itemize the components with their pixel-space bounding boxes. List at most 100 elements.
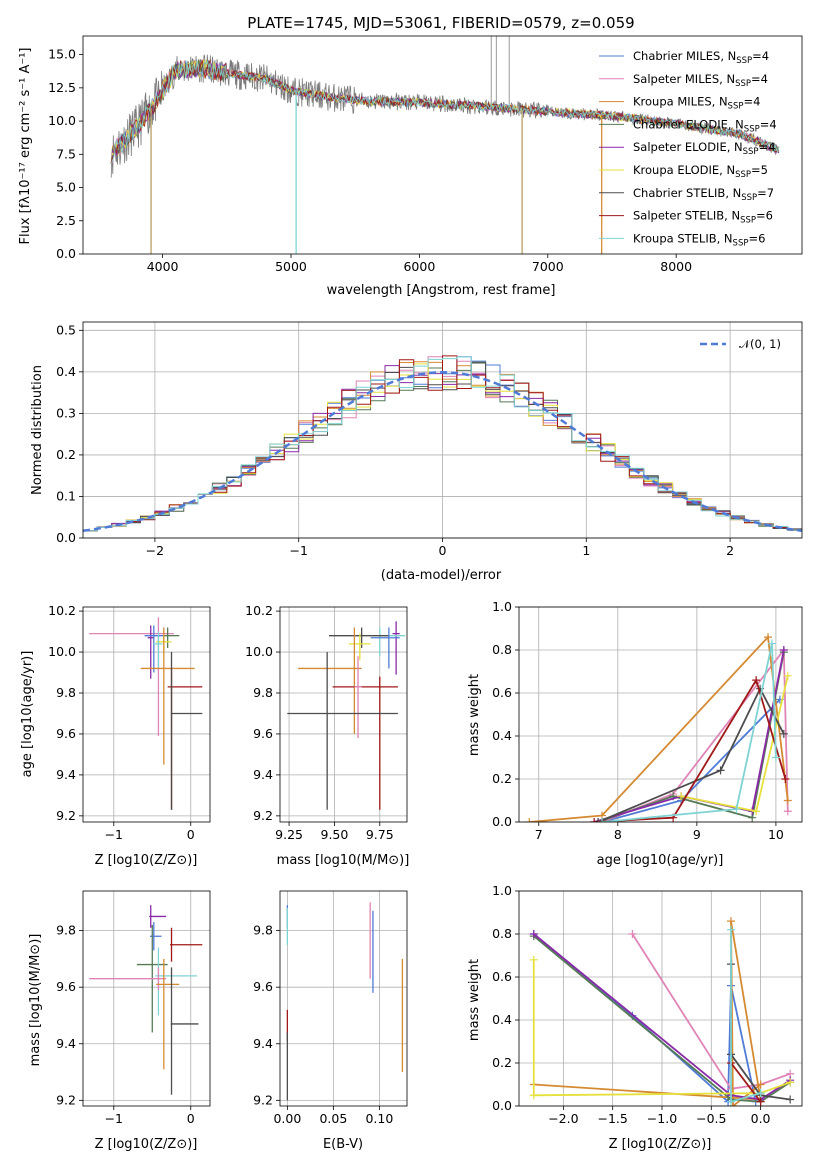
massebv-ytick-label: 9.8 xyxy=(253,923,273,938)
massz-points xyxy=(89,905,203,1095)
agez-xtick-label: −1 xyxy=(105,827,123,842)
wage-marker-5 xyxy=(752,807,761,816)
spectrum-ytick-label: 0.0 xyxy=(56,246,76,261)
weight-vs-z-panel: −2.0 −1.5 −1.0 −0.5 0.0 0.0 0.2 0.4 0.6 0.8 1.0 Z … xyxy=(467,883,803,1152)
age-vs-z-ylabel: age [log10(age/yr)] xyxy=(20,651,35,778)
wz-line-2 xyxy=(533,920,762,1106)
legend-sub: SSP xyxy=(740,216,756,226)
legend-name: Chabrier MILES, N xyxy=(633,49,736,63)
wage-frame xyxy=(518,606,803,823)
agem-frame xyxy=(279,606,408,823)
weight-vs-age-xlabel: age [log10(age/yr)] xyxy=(597,853,724,868)
normal-curve xyxy=(83,371,802,532)
wage-xtick-label: 7 xyxy=(535,827,543,842)
residuals-xtick-label: 0 xyxy=(439,543,447,558)
wage-marker-8 xyxy=(767,639,776,648)
legend-tail: =4 xyxy=(759,140,776,154)
agez-ytick-label: 10.2 xyxy=(48,603,76,618)
residuals-xtick-label: 2 xyxy=(726,543,734,558)
residuals-xtick-label: −2 xyxy=(146,543,164,558)
legend-label-7: Salpeter STELIB, NSSP=6 xyxy=(633,209,773,226)
wz-marker-5 xyxy=(786,1078,795,1087)
wage-ytick-label: 0.8 xyxy=(492,642,512,657)
residuals-ytick-label: 0.2 xyxy=(56,447,76,462)
massebv-xtick-label: 0.00 xyxy=(273,1111,301,1126)
legend-name: Salpeter MILES, N xyxy=(633,72,735,86)
wage-line-8 xyxy=(601,643,777,822)
spectrum-xtick-label: 8000 xyxy=(660,259,692,274)
legend-name: Chabrier ELODIE, N xyxy=(633,117,744,131)
wz-marker-2 xyxy=(728,1102,737,1106)
legend-label-5: Kroupa ELODIE, NSSP=5 xyxy=(633,163,768,180)
agem-ytick-label: 9.6 xyxy=(253,726,273,741)
wz-ytick-label: 0.0 xyxy=(492,1098,512,1113)
agez-ytick-label: 9.2 xyxy=(56,808,76,823)
legend-name: Kroupa STELIB, N xyxy=(633,231,733,245)
massebv-ytick-label: 9.6 xyxy=(253,979,273,994)
legend-sub: SSP xyxy=(736,56,752,66)
residuals-ylabel: Normed distribution xyxy=(30,365,45,495)
wage-marker-7 xyxy=(590,818,599,822)
spectrum-xlabel: wavelength [Angstrom, rest frame] xyxy=(327,283,556,298)
legend-name: Salpeter STELIB, N xyxy=(633,209,740,223)
agem-xtick-label: 9.50 xyxy=(321,827,349,842)
wage-ytick-label: 0.0 xyxy=(492,814,512,829)
agem-ytick-label: 9.8 xyxy=(253,685,273,700)
wz-ytick-label: 0.2 xyxy=(492,1055,512,1070)
legend-normal-label: 𝒩(0, 1) xyxy=(739,337,781,351)
spectrum-xtick-label: 7000 xyxy=(532,259,564,274)
spectrum-title: PLATE=1745, MJD=53061, FIBERID=0579, z=0… xyxy=(247,14,634,32)
spectrum-ytick-label: 5.0 xyxy=(56,180,76,195)
residuals-xtick-label: −1 xyxy=(289,543,307,558)
legend-sub: SSP xyxy=(741,193,757,203)
spectrum-ytick-label: 10.0 xyxy=(48,113,76,128)
legend-tail: =7 xyxy=(757,186,774,200)
agez-points xyxy=(89,617,203,810)
data-spectrum xyxy=(110,54,780,178)
wage-marker-7 xyxy=(781,775,790,783)
legend-label-6: Chabrier STELIB, NSSP=7 xyxy=(633,186,774,203)
massz-ytick-label: 9.4 xyxy=(56,1036,76,1051)
legend-tail: =4 xyxy=(751,72,768,86)
massz-ytick-label: 9.2 xyxy=(56,1092,76,1107)
wage-ytick-label: 0.2 xyxy=(492,771,512,786)
agez-xtick-label: 0 xyxy=(187,827,195,842)
massz-ytick-label: 9.6 xyxy=(56,979,76,994)
wage-marker-2 xyxy=(764,633,773,642)
residuals-ytick-label: 0.1 xyxy=(56,488,76,503)
wage-marker-2 xyxy=(783,796,792,805)
wz-ytick-label: 1.0 xyxy=(492,883,512,898)
spectrum-panel: PLATE=1745, MJD=53061, FIBERID=0579, z=0… xyxy=(18,14,803,298)
residual-histogram-8 xyxy=(83,356,802,532)
wage-xtick-label: 8 xyxy=(614,827,622,842)
agem-points xyxy=(287,621,406,810)
wz-marker-4 xyxy=(529,930,538,938)
residuals-xtick-label: 1 xyxy=(582,543,590,558)
residuals-legend: 𝒩(0, 1) xyxy=(700,337,781,351)
spectrum-ytick-label: 7.5 xyxy=(56,146,76,161)
wz-ytick-label: 0.4 xyxy=(492,1012,512,1027)
wage-marker-8 xyxy=(732,805,741,814)
agez-frame xyxy=(82,606,211,823)
wz-xtick-label: 0.0 xyxy=(751,1111,771,1126)
legend-label-3: Chabrier ELODIE, NSSP=4 xyxy=(633,117,777,134)
legend-label-4: Salpeter ELODIE, NSSP=4 xyxy=(633,140,776,157)
residuals-ytick-label: 0.4 xyxy=(56,364,76,379)
wage-marker-6 xyxy=(594,818,603,822)
legend-sub: SSP xyxy=(733,238,749,248)
wage-series xyxy=(525,633,792,822)
massebv-xtick-label: 0.10 xyxy=(365,1111,393,1126)
wage-marker-4 xyxy=(779,646,788,654)
agem-xtick-label: 9.75 xyxy=(366,827,394,842)
mass-vs-ebv-panel: 0.00 0.05 0.10 9.2 9.4 9.6 9.8 E(B-V) xyxy=(253,890,408,1152)
residuals-panel: −2 −1 0 1 2 0.0 0.1 0.2 0.3 0.4 0.5 (data-model)/e… xyxy=(30,321,803,583)
age-vs-z-xlabel: Z [log10(Z/Z⊙)] xyxy=(95,853,198,868)
spectrum-ytick-label: 15.0 xyxy=(48,47,76,62)
spectrum-xtick-label: 4000 xyxy=(147,259,179,274)
residuals-xlabel: (data-model)/error xyxy=(381,568,502,583)
age-vs-mass-xlabel: mass [log10(M/M⊙)] xyxy=(277,853,410,868)
residuals-hist xyxy=(83,355,802,532)
wage-marker-8 xyxy=(598,818,607,822)
age-vs-z-panel: −1 09.29.49.69.810.010.2 Z [log10(Z/Z⊙)] … xyxy=(20,603,211,868)
agem-ytick-label: 10.0 xyxy=(245,644,273,659)
